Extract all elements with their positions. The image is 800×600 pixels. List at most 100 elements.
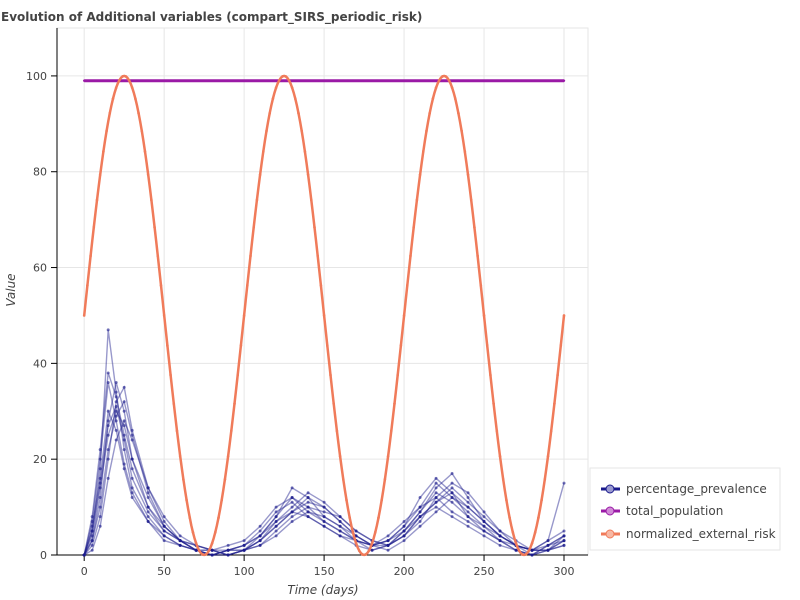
prevalence-point <box>106 409 110 413</box>
prevalence-point <box>306 491 310 495</box>
prevalence-point <box>418 519 422 523</box>
normalized-external-risk-point <box>559 344 563 347</box>
normalized-external-risk-point <box>223 478 227 481</box>
total-population-point <box>274 79 278 82</box>
normalized-external-risk-point <box>303 150 307 153</box>
legend-item-normalized-external-risk[interactable]: normalized_external_risk <box>601 527 776 541</box>
prevalence-point <box>242 548 246 552</box>
total-population-point <box>106 79 110 82</box>
normalized-external-risk-point <box>453 97 457 101</box>
normalized-external-risk-point <box>540 498 543 502</box>
prevalence-point <box>338 534 342 538</box>
prevalence-point <box>130 467 134 471</box>
prevalence-point <box>434 496 438 500</box>
prevalence-point <box>258 534 262 538</box>
total-population-point <box>294 79 297 82</box>
normalized-external-risk-point <box>271 97 275 101</box>
total-population-point <box>102 79 105 82</box>
prevalence-point <box>122 433 126 437</box>
normalized-external-risk-point <box>348 516 351 520</box>
prevalence-point <box>290 500 294 504</box>
prevalence-point <box>274 510 278 514</box>
prevalence-point <box>242 539 246 543</box>
normalized-external-risk-point <box>517 549 521 553</box>
total-population-point <box>471 79 475 82</box>
total-population-point <box>418 79 422 82</box>
x-tick-label: 0 <box>81 565 88 578</box>
prevalence-point <box>274 529 278 533</box>
prevalence-point <box>114 395 118 399</box>
normalized-external-risk-point <box>341 478 345 481</box>
prevalence-point <box>498 529 502 533</box>
prevalence-point <box>562 539 566 543</box>
prevalence-point <box>562 534 566 538</box>
prevalence-point <box>90 548 94 552</box>
prevalence-point <box>482 515 486 519</box>
prevalence-point <box>418 505 422 509</box>
total-population-point <box>246 79 249 82</box>
normalized-external-risk-point <box>553 402 556 405</box>
total-population-point <box>130 79 134 82</box>
legend-item-percentage-prevalence[interactable]: percentage_prevalence <box>601 482 767 496</box>
normalized-external-risk-point <box>175 429 179 433</box>
prevalence-point <box>386 543 390 547</box>
prevalence-point <box>122 419 126 423</box>
prevalence-point <box>386 539 390 543</box>
prevalence-point <box>98 448 102 452</box>
prevalence-point <box>546 539 550 543</box>
y-tick-label: 40 <box>33 357 47 370</box>
total-population-point <box>543 79 547 82</box>
total-population-point <box>231 79 235 82</box>
normalized-external-risk-point <box>530 541 534 545</box>
prevalence-point <box>258 529 262 533</box>
prevalence-run-line <box>83 409 565 556</box>
total-population-point <box>174 79 177 82</box>
prevalence-point <box>122 385 126 389</box>
normalized-external-risk-point <box>549 429 553 433</box>
prevalence-point <box>338 519 342 523</box>
normalized-external-risk-point <box>236 373 240 377</box>
total-population-point <box>308 79 311 82</box>
normalized-external-risk-point <box>437 78 441 82</box>
y-tick-label: 60 <box>33 262 47 275</box>
prevalence-point <box>146 496 150 500</box>
total-population-point <box>390 79 393 82</box>
prevalence-point <box>306 500 310 504</box>
prevalence-point <box>562 481 566 485</box>
normalized-external-risk-point <box>178 454 182 458</box>
prevalence-point <box>482 519 486 523</box>
normalized-external-risk-point <box>562 314 566 317</box>
prevalence-point <box>114 414 118 418</box>
prevalence-point <box>130 428 134 432</box>
prevalence-point <box>98 467 102 471</box>
normalized-external-risk-point <box>111 97 115 101</box>
y-tick-label: 100 <box>26 70 47 83</box>
normalized-external-risk-point <box>156 254 160 258</box>
total-population-point <box>140 79 143 82</box>
total-population-point <box>394 79 398 82</box>
normalized-external-risk-point <box>386 454 390 458</box>
total-population-point <box>159 79 163 82</box>
total-population-point <box>385 79 388 82</box>
prevalence-point <box>466 491 470 495</box>
normalized-external-risk-point <box>514 541 518 545</box>
prevalence-point <box>322 510 326 514</box>
prevalence-point <box>162 529 166 533</box>
normalized-external-risk-point <box>86 284 89 287</box>
total-population-point <box>193 79 196 82</box>
prevalence-point <box>274 515 278 519</box>
normalized-external-risk-point <box>169 373 172 377</box>
prevalence-point <box>466 510 470 514</box>
total-population-point <box>442 79 446 82</box>
normalized-external-risk-point <box>415 198 419 202</box>
total-population-point <box>409 79 412 82</box>
normalized-external-risk-point <box>425 129 428 133</box>
prevalence-point <box>106 457 110 461</box>
total-population-point <box>356 79 359 82</box>
normalized-external-risk-point <box>143 150 147 153</box>
legend-item-total-population[interactable]: total_population <box>601 504 723 518</box>
prevalence-point <box>146 515 150 519</box>
prevalence-point <box>418 510 422 514</box>
total-population-point <box>486 79 489 82</box>
prevalence-point <box>106 328 110 332</box>
